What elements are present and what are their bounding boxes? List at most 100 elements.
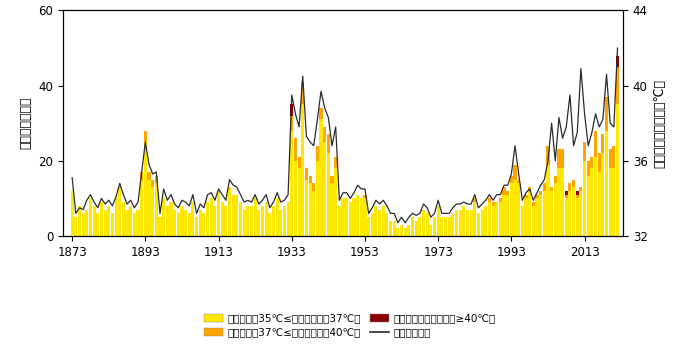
Bar (580, 191, 582, 236)
Bar (265, 202, 267, 236)
Bar (561, 150, 564, 168)
Bar (422, 210, 425, 236)
Bar (140, 180, 143, 236)
Bar (598, 172, 601, 236)
Bar (184, 210, 187, 236)
Y-axis label: 高温日数（天）: 高温日数（天） (20, 97, 33, 150)
Bar (536, 198, 538, 236)
Bar (360, 198, 363, 236)
Bar (447, 217, 451, 236)
Bar (414, 221, 418, 236)
Bar (386, 213, 389, 236)
Bar (473, 202, 476, 236)
Bar (480, 210, 484, 236)
Bar (616, 56, 619, 67)
Bar (542, 191, 546, 236)
Bar (575, 198, 579, 236)
Bar (594, 131, 597, 157)
Bar (144, 142, 147, 236)
Bar (107, 206, 111, 236)
Bar (517, 183, 520, 236)
Bar (283, 206, 286, 236)
Bar (158, 217, 162, 236)
Bar (312, 183, 315, 191)
Bar (605, 97, 608, 131)
Bar (290, 131, 293, 236)
Bar (294, 161, 297, 236)
Bar (96, 213, 99, 236)
Bar (232, 195, 235, 236)
Bar (524, 195, 528, 198)
Bar (608, 150, 612, 168)
Bar (594, 157, 597, 236)
Bar (136, 210, 139, 236)
Bar (565, 198, 568, 236)
Bar (349, 202, 352, 236)
Bar (477, 213, 480, 236)
Bar (78, 206, 81, 236)
Bar (521, 206, 524, 236)
Bar (514, 164, 517, 180)
Bar (608, 168, 612, 236)
Bar (111, 213, 114, 236)
Bar (495, 202, 498, 236)
Bar (162, 198, 165, 236)
Bar (272, 206, 275, 236)
Bar (455, 210, 458, 236)
Bar (426, 213, 428, 236)
Bar (246, 206, 249, 236)
Bar (575, 195, 579, 198)
Bar (330, 183, 334, 236)
Bar (228, 187, 231, 236)
Bar (363, 195, 367, 198)
Bar (503, 187, 505, 195)
Bar (250, 206, 253, 236)
Bar (319, 119, 323, 236)
Bar (268, 213, 272, 236)
Bar (169, 202, 172, 236)
Bar (612, 168, 615, 236)
Bar (323, 142, 326, 236)
Bar (444, 217, 447, 236)
Bar (71, 191, 74, 236)
Bar (309, 176, 312, 183)
Bar (452, 213, 454, 236)
Bar (316, 161, 319, 236)
Bar (590, 157, 594, 168)
Bar (550, 187, 553, 191)
Bar (411, 217, 414, 236)
Bar (616, 104, 619, 236)
Bar (407, 225, 410, 236)
Bar (253, 198, 257, 236)
Bar (458, 210, 462, 236)
Bar (378, 210, 382, 236)
Bar (528, 191, 531, 236)
Bar (301, 82, 304, 104)
Bar (290, 104, 293, 116)
Bar (140, 172, 143, 180)
Bar (199, 210, 202, 236)
Bar (517, 180, 520, 183)
Bar (565, 191, 568, 195)
Bar (404, 228, 407, 236)
Bar (82, 213, 85, 236)
Bar (166, 206, 169, 236)
Bar (122, 202, 125, 236)
Bar (130, 206, 132, 236)
Bar (510, 176, 513, 183)
Bar (568, 191, 571, 236)
Bar (510, 183, 513, 236)
Bar (217, 191, 220, 236)
Bar (202, 213, 206, 236)
Bar (466, 210, 469, 236)
Bar (286, 202, 290, 236)
Bar (148, 180, 150, 236)
Bar (181, 206, 183, 236)
Bar (312, 191, 315, 236)
Bar (144, 131, 147, 142)
Bar (547, 164, 550, 236)
Bar (258, 210, 260, 236)
Bar (195, 217, 198, 236)
Bar (575, 191, 579, 195)
Bar (532, 206, 535, 236)
